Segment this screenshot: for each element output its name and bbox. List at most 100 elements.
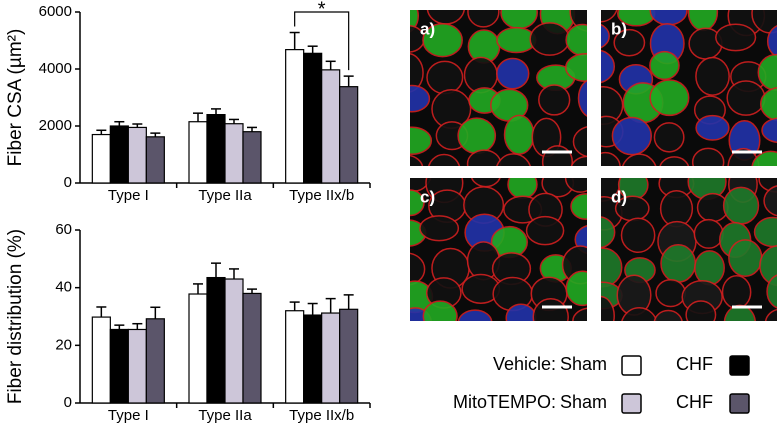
bar	[224, 123, 244, 184]
x-tick-label: Type IIx/b	[289, 187, 354, 204]
muscle-fiber	[503, 114, 535, 155]
bar	[242, 131, 262, 184]
muscle-fiber	[685, 300, 717, 321]
muscle-fiber	[525, 215, 565, 246]
muscle-fiber	[726, 80, 766, 116]
muscle-fiber	[620, 217, 656, 253]
muscle-fiber	[466, 149, 502, 166]
muscle-fiber	[695, 114, 730, 141]
bar	[127, 126, 147, 184]
muscle-fiber	[428, 153, 461, 166]
muscle-fiber	[564, 53, 587, 83]
bar	[91, 133, 111, 184]
muscle-fiber	[621, 153, 657, 166]
muscle-fiber	[653, 309, 683, 321]
muscle-fiber	[766, 25, 777, 58]
muscle-fiber	[715, 23, 757, 52]
bar	[303, 52, 323, 184]
y-tick-label: 0	[64, 174, 72, 191]
muscle-fiber	[565, 270, 587, 307]
x-tick-label: Type IIa	[198, 407, 252, 424]
muscle-fiber	[496, 153, 531, 166]
legend-swatch	[729, 355, 750, 376]
muscle-fiber	[649, 50, 680, 81]
muscle-fiber	[505, 303, 537, 321]
y-tick-label: 20	[55, 336, 72, 353]
x-tick-label: Type I	[108, 187, 149, 204]
muscle-fiber	[766, 274, 777, 309]
micrograph-fibers	[601, 178, 777, 321]
muscle-fiber	[613, 28, 646, 57]
muscle-fiber	[722, 186, 760, 225]
muscle-fiber	[564, 178, 587, 193]
muscle-fiber	[601, 23, 610, 49]
y-tick-label: 4000	[39, 60, 72, 77]
bar	[188, 293, 208, 404]
muscle-fiber	[621, 306, 658, 321]
bar	[145, 136, 165, 184]
muscle-fiber	[723, 304, 756, 321]
bar	[224, 278, 244, 404]
muscle-fiber	[500, 10, 538, 30]
muscle-fiber	[601, 247, 623, 288]
bar	[242, 292, 262, 404]
y-axis-label: Fiber distribution (%)	[5, 229, 26, 404]
muscle-fiber	[570, 155, 587, 166]
micrograph-fibers	[410, 178, 587, 321]
micrograph-fibers	[601, 10, 777, 166]
muscle-fiber	[565, 23, 587, 57]
muscle-fiber	[728, 239, 763, 277]
muscle-fiber	[611, 116, 652, 156]
bar	[127, 328, 147, 404]
legend-swatch	[621, 355, 642, 376]
muscle-fiber	[410, 252, 426, 286]
muscle-fiber	[721, 275, 752, 310]
bar	[303, 314, 323, 404]
bar	[285, 49, 305, 184]
bar	[285, 310, 305, 404]
muscle-fiber	[457, 117, 497, 155]
muscle-fiber	[761, 117, 777, 143]
muscle-fiber	[764, 308, 777, 321]
muscle-fiber	[572, 307, 587, 321]
panel-label: b)	[611, 19, 627, 38]
muscle-fiber	[655, 279, 687, 308]
muscle-fiber	[457, 309, 493, 321]
muscle-fiber	[529, 22, 571, 56]
bar	[206, 113, 226, 184]
bar	[109, 328, 129, 404]
bar	[321, 312, 341, 404]
panel-label: d)	[611, 187, 627, 206]
y-tick-label: 0	[64, 394, 72, 411]
muscle-fiber	[763, 185, 777, 217]
muscle-fiber	[410, 126, 433, 155]
muscle-fiber	[572, 126, 587, 158]
muscle-fiber	[419, 215, 460, 242]
y-tick-label: 40	[55, 279, 72, 296]
muscle-fiber	[751, 150, 777, 166]
muscle-fiber	[410, 154, 424, 166]
bar	[339, 308, 359, 404]
bar	[145, 318, 165, 404]
y-axis-label: Fiber CSA (µm²)	[5, 29, 26, 167]
muscle-fiber	[601, 295, 615, 321]
y-tick-label: 2000	[39, 117, 72, 134]
legend-label: CHF	[676, 392, 713, 412]
bar	[109, 125, 129, 184]
muscle-fiber	[577, 79, 587, 117]
muscle-fiber	[422, 22, 463, 58]
muscle-fiber	[410, 189, 425, 217]
muscle-fiber	[532, 298, 569, 321]
muscle-fiber	[694, 250, 725, 286]
significance-marker: *	[318, 0, 326, 20]
micrograph-fibers	[410, 10, 587, 166]
muscle-fiber	[693, 218, 724, 249]
muscle-fiber	[426, 60, 464, 95]
muscle-fiber	[601, 216, 616, 249]
muscle-fiber	[653, 122, 685, 153]
legend-swatch	[621, 393, 642, 414]
legend-group-label: MitoTEMPO:	[453, 392, 556, 412]
muscle-fiber	[695, 56, 730, 96]
muscle-fiber	[601, 49, 616, 84]
